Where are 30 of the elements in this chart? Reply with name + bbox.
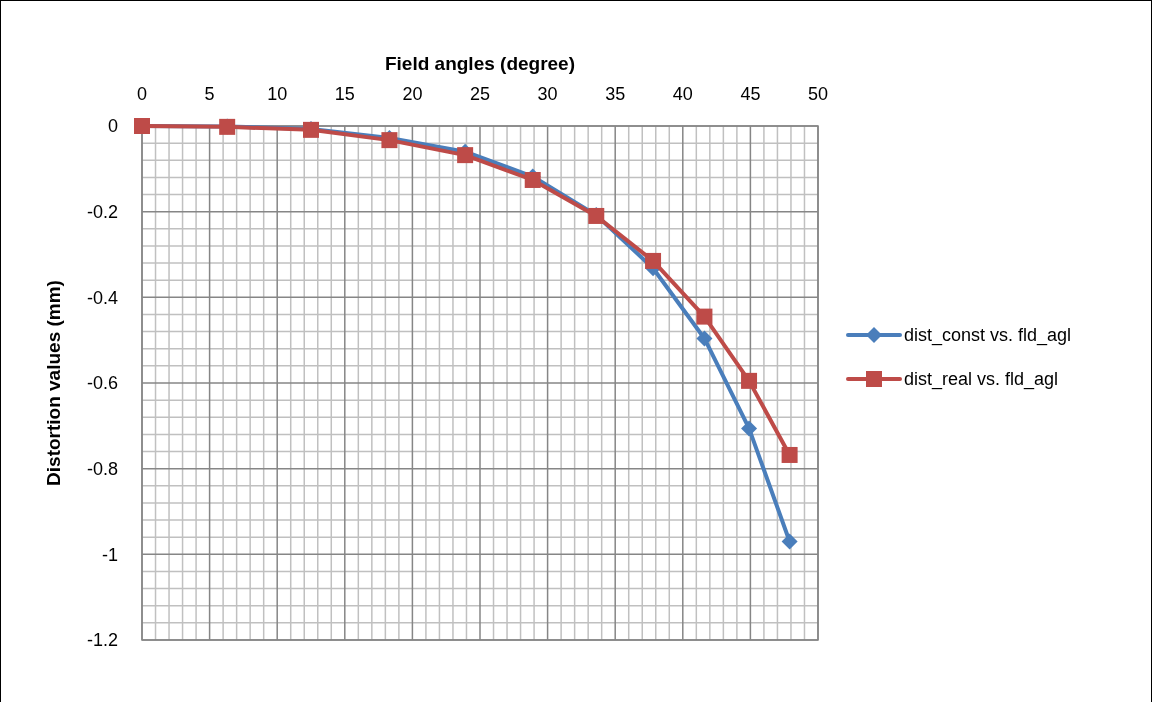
x-tick-label: 5: [204, 84, 215, 104]
point: [741, 372, 758, 389]
x-tick-label: 25: [469, 84, 491, 104]
y-tick-label: -1: [101, 544, 118, 565]
point: [645, 252, 662, 269]
point: [781, 533, 798, 550]
x-tick-label: 40: [672, 84, 693, 104]
y-tick-label: -0.6: [86, 373, 118, 394]
y-axis-title: Distortion values (mm): [43, 280, 64, 486]
y-tick-label: -0.4: [86, 287, 118, 308]
x-tick-label: 45: [740, 84, 761, 104]
point: [741, 420, 758, 437]
legend-label: dist_const vs. fld_agl: [904, 325, 1072, 347]
point: [781, 446, 798, 463]
legend-label: dist_real vs. fld_agl: [904, 369, 1059, 391]
x-tick-label: 20: [402, 84, 423, 104]
x-tick-label: 0: [136, 84, 148, 104]
y-tick-label: -0.8: [86, 458, 118, 479]
x-axis-title: Field angles (degree): [384, 53, 576, 74]
point: [696, 330, 713, 347]
x-tick-label: 35: [605, 84, 626, 104]
x-tick-label: 50: [807, 84, 829, 104]
point: [457, 147, 474, 164]
y-tick-label: -0.2: [86, 201, 118, 222]
point: [696, 308, 713, 325]
x-tick-label: 10: [267, 84, 288, 104]
x-tick-label: 30: [537, 84, 558, 104]
y-tick-label: 0: [107, 116, 118, 137]
x-tick-label: 15: [334, 84, 355, 104]
y-tick-label: -1.2: [86, 630, 118, 651]
